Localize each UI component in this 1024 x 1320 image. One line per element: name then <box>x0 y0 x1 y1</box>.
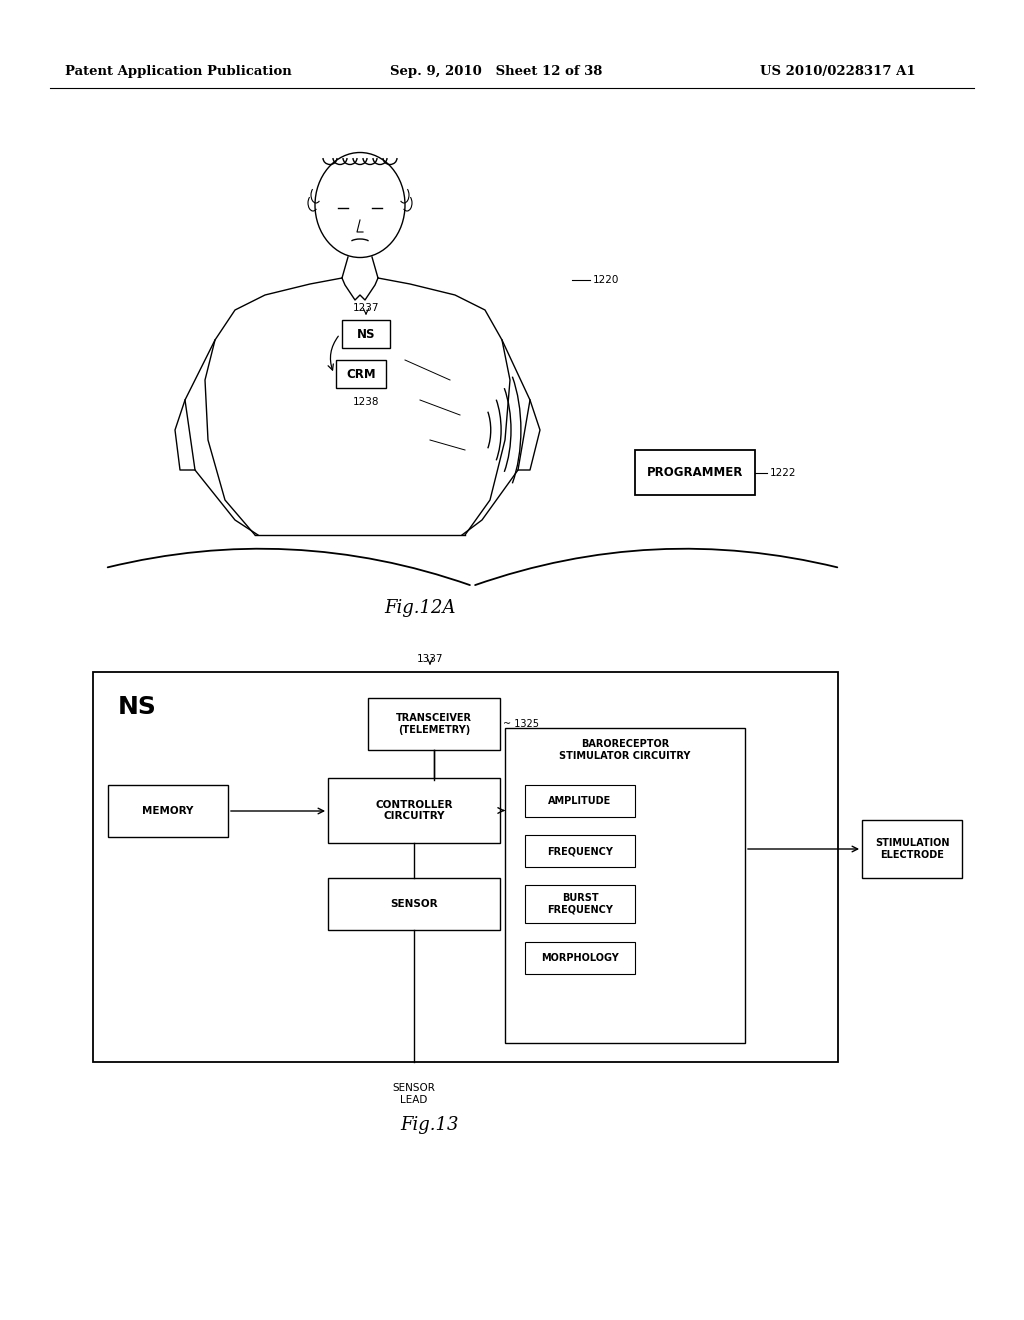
Text: Fig.12A: Fig.12A <box>384 599 456 616</box>
Text: US 2010/0228317 A1: US 2010/0228317 A1 <box>760 66 915 78</box>
Text: Patent Application Publication: Patent Application Publication <box>65 66 292 78</box>
Text: 1222: 1222 <box>770 467 797 478</box>
FancyBboxPatch shape <box>336 360 386 388</box>
Text: Fig.13: Fig.13 <box>400 1115 459 1134</box>
FancyBboxPatch shape <box>525 785 635 817</box>
FancyBboxPatch shape <box>108 785 228 837</box>
Text: NS: NS <box>118 696 157 719</box>
Text: TRANSCEIVER
(TELEMETRY): TRANSCEIVER (TELEMETRY) <box>396 713 472 735</box>
Text: SENSOR: SENSOR <box>390 899 438 909</box>
Text: STIMULATION
ELECTRODE: STIMULATION ELECTRODE <box>874 838 949 859</box>
FancyBboxPatch shape <box>525 942 635 974</box>
Text: CONTROLLER
CIRCUITRY: CONTROLLER CIRCUITRY <box>375 800 453 821</box>
Text: MORPHOLOGY: MORPHOLOGY <box>541 953 618 964</box>
Text: MEMORY: MEMORY <box>142 807 194 816</box>
Text: SENSOR
LEAD: SENSOR LEAD <box>392 1084 435 1105</box>
FancyBboxPatch shape <box>525 836 635 867</box>
FancyBboxPatch shape <box>862 820 962 878</box>
FancyBboxPatch shape <box>93 672 838 1063</box>
FancyBboxPatch shape <box>328 777 500 843</box>
FancyBboxPatch shape <box>525 884 635 923</box>
FancyBboxPatch shape <box>328 878 500 931</box>
Text: BURST
FREQUENCY: BURST FREQUENCY <box>547 894 613 915</box>
FancyBboxPatch shape <box>505 729 745 1043</box>
FancyBboxPatch shape <box>635 450 755 495</box>
Text: ~ 1325: ~ 1325 <box>503 719 539 729</box>
FancyBboxPatch shape <box>342 319 390 348</box>
Text: NS: NS <box>356 327 375 341</box>
Text: CRM: CRM <box>346 367 376 380</box>
Text: 1237: 1237 <box>352 304 379 313</box>
Text: BARORECEPTOR
STIMULATOR CIRCUITRY: BARORECEPTOR STIMULATOR CIRCUITRY <box>559 739 690 760</box>
Text: Sep. 9, 2010   Sheet 12 of 38: Sep. 9, 2010 Sheet 12 of 38 <box>390 66 602 78</box>
Text: 1220: 1220 <box>593 275 620 285</box>
Text: PROGRAMMER: PROGRAMMER <box>647 466 743 479</box>
Text: FREQUENCY: FREQUENCY <box>547 846 613 855</box>
Text: 1238: 1238 <box>352 397 379 407</box>
Text: 1337: 1337 <box>417 653 443 664</box>
Text: AMPLITUDE: AMPLITUDE <box>549 796 611 807</box>
FancyBboxPatch shape <box>368 698 500 750</box>
